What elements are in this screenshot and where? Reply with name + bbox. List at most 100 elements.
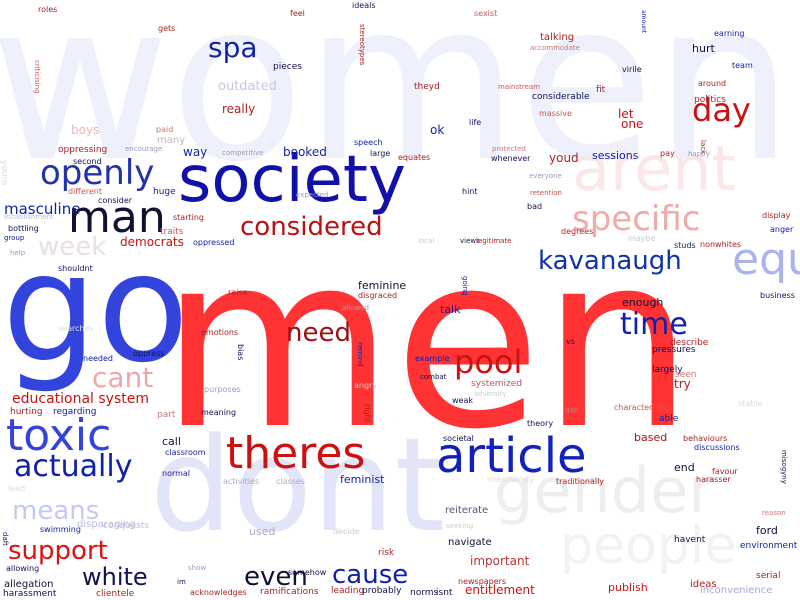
word-democrats: democrats bbox=[120, 235, 184, 249]
word-help: help bbox=[10, 249, 26, 257]
word-combat: combat bbox=[420, 373, 447, 381]
word-hurting: hurting bbox=[10, 407, 43, 417]
word-going: going bbox=[461, 276, 469, 296]
word-needed: needed bbox=[83, 354, 113, 363]
word-paid: paid bbox=[156, 125, 174, 134]
word-systemized: systemized bbox=[471, 379, 523, 389]
word-traditionally: traditionally bbox=[556, 477, 605, 486]
word-daft: daft bbox=[1, 532, 9, 546]
word-stable: stable bbox=[738, 399, 763, 408]
word-degrees: degrees bbox=[561, 227, 594, 236]
word-ford: ford bbox=[756, 524, 778, 537]
word-decide: decide bbox=[333, 527, 360, 536]
word-allegation: allegation bbox=[4, 579, 54, 590]
word-disgraced: disgraced bbox=[358, 291, 398, 300]
word-right: right bbox=[363, 404, 372, 423]
word-pieces: pieces bbox=[273, 62, 302, 72]
word-largely: largely bbox=[652, 365, 683, 375]
word-everyone: everyone bbox=[529, 172, 562, 180]
word-activities: activities bbox=[223, 477, 260, 486]
word-booked: booked bbox=[283, 145, 327, 159]
word-newspapers: newspapers bbox=[458, 577, 507, 586]
word-spa: spa bbox=[208, 31, 258, 64]
word-vs: vs bbox=[566, 337, 575, 346]
word-purposes: purposes bbox=[204, 385, 241, 394]
word-expected: expected bbox=[296, 191, 329, 199]
word-anger: anger bbox=[770, 225, 794, 234]
word-bias: bias bbox=[236, 344, 245, 361]
word-pool: pool bbox=[454, 343, 523, 381]
word-discussions: discussions bbox=[694, 443, 740, 452]
word-try: try bbox=[674, 377, 691, 391]
word-searches: searches bbox=[58, 324, 94, 333]
word-traits: traits bbox=[160, 227, 184, 237]
word-article: article bbox=[436, 428, 587, 484]
word-theres: theres bbox=[226, 428, 366, 479]
word-equality: equality bbox=[732, 234, 800, 285]
word-bottling: bottling bbox=[8, 224, 39, 233]
word-environment: environment bbox=[740, 541, 798, 551]
word-classroom: classroom bbox=[165, 448, 206, 457]
word-weak: weak bbox=[452, 396, 473, 405]
word-roles: roles bbox=[38, 5, 58, 14]
word-second: second bbox=[73, 157, 102, 166]
word-youd: youd bbox=[549, 151, 579, 165]
word-happy: happy bbox=[688, 150, 710, 158]
word-let: let bbox=[618, 107, 634, 121]
word-people: people bbox=[560, 516, 737, 576]
word-reiterate: reiterate bbox=[445, 505, 489, 516]
word-educational-system: educational system bbox=[12, 391, 149, 407]
word-go: go bbox=[2, 222, 189, 396]
word-able: able bbox=[659, 414, 679, 424]
word-stereotypes: stereotypes bbox=[358, 24, 366, 66]
word-lead: lead bbox=[8, 484, 26, 493]
word-business: business bbox=[760, 291, 795, 300]
word-criticising: criticising bbox=[33, 60, 41, 94]
word-gets: gets bbox=[158, 24, 176, 33]
word-around: around bbox=[698, 79, 727, 88]
word-leading: leading bbox=[331, 586, 365, 596]
word-swimming: swimming bbox=[40, 525, 81, 534]
word-disparaging: disparaging bbox=[77, 519, 136, 530]
word-boys: boys bbox=[71, 123, 100, 137]
word-isnt: isnt bbox=[436, 588, 453, 598]
word-time: time bbox=[620, 307, 688, 342]
word-one: one bbox=[621, 117, 644, 131]
word-protected: protected bbox=[492, 145, 526, 153]
word-inconvenience: inconvenience bbox=[700, 585, 773, 596]
word-even: even bbox=[244, 562, 308, 592]
word-used: used bbox=[249, 525, 276, 538]
word-oppressed: oppressed bbox=[193, 238, 235, 247]
word-consider: consider bbox=[98, 196, 133, 205]
word-enough: enough bbox=[622, 296, 664, 309]
word-starting: starting bbox=[173, 213, 205, 222]
word-youre: youre bbox=[0, 160, 9, 186]
word-conquests: conquests bbox=[103, 521, 150, 531]
word-studs: studs bbox=[674, 241, 696, 250]
word-openly: openly bbox=[40, 153, 155, 193]
word-life: life bbox=[469, 118, 482, 127]
word-sexist: sexist bbox=[474, 9, 498, 18]
word-considered: considered bbox=[240, 212, 383, 242]
word-bad: bad bbox=[527, 202, 543, 211]
word-virile: virile bbox=[622, 65, 642, 74]
word-allowed: allowed bbox=[342, 304, 369, 312]
word-havent: havent bbox=[674, 535, 706, 545]
word-publish: publish bbox=[608, 581, 648, 594]
word-many: many bbox=[157, 135, 186, 146]
word-amount: amount bbox=[640, 10, 647, 34]
word-adversity: adversity bbox=[474, 390, 507, 398]
word-show: show bbox=[188, 564, 207, 572]
word-actually: actually bbox=[14, 449, 133, 484]
word-women: women bbox=[0, 0, 794, 210]
word-huge: huge bbox=[153, 187, 176, 197]
word-oppress: oppress bbox=[133, 349, 165, 358]
word-harassment: harassment bbox=[3, 589, 57, 599]
word-emotions: emotions bbox=[201, 328, 239, 337]
word-means: means bbox=[12, 496, 100, 526]
word-accommodate: accommodate bbox=[530, 44, 580, 52]
word-im: im bbox=[177, 578, 186, 586]
word-based: based bbox=[634, 431, 668, 444]
word-talking: talking bbox=[540, 32, 575, 43]
word-societal: societal bbox=[443, 434, 474, 443]
